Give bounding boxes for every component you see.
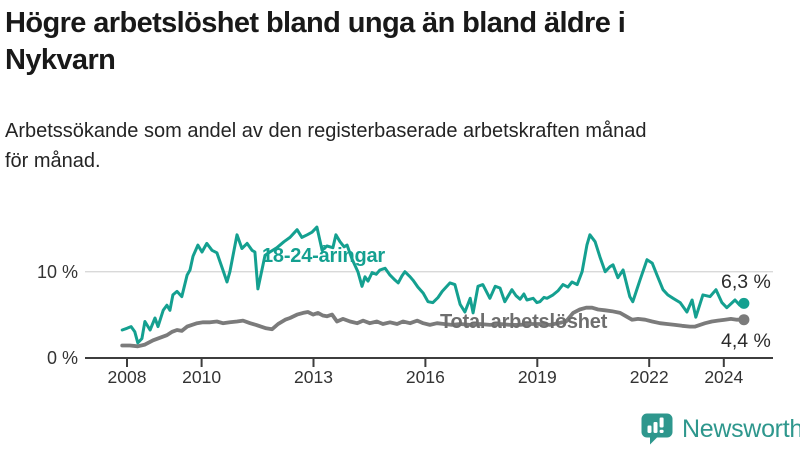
chart-subtitle: Arbetssökande som andel av den registerb… (5, 116, 785, 176)
x-axis-label-2008: 2008 (107, 367, 147, 387)
end-value-label-young: 6,3 % (721, 271, 771, 293)
title-line-2: Nykvarn (5, 44, 116, 76)
x-axis-label-2024: 2024 (704, 367, 744, 387)
brand-footer: Newsworthy (640, 412, 800, 446)
subtitle-line-1: Arbetssökande som andel av den registerb… (5, 120, 647, 142)
x-axis-label-2013: 2013 (294, 367, 333, 387)
x-axis-label-2016: 2016 (405, 367, 445, 387)
series-line (120, 225, 746, 345)
end-value-label-total: 4,4 % (721, 330, 771, 352)
x-axis-label-2022: 2022 (629, 367, 669, 387)
x-axis-label-2010: 2010 (182, 367, 222, 387)
y-axis-label-10: 10 % (36, 261, 78, 282)
series-label-young: 18-24-åringar (262, 245, 386, 267)
brand-name: Newsworthy (682, 415, 800, 443)
series-line (120, 305, 746, 349)
y-axis-label-0: 0 % (46, 347, 78, 368)
newsworthy-logo-icon (640, 412, 674, 446)
subtitle-line-2: för månad. (5, 150, 101, 172)
series-end-dot (738, 297, 750, 309)
page-title: Högre arbetslöshet bland unga än bland ä… (5, 5, 797, 79)
series-label-total: Total arbetslöshet (440, 311, 608, 333)
series-end-dot (738, 314, 750, 326)
title-line-1: Högre arbetslöshet bland unga än bland ä… (5, 7, 626, 39)
x-axis-label-2019: 2019 (517, 367, 557, 387)
